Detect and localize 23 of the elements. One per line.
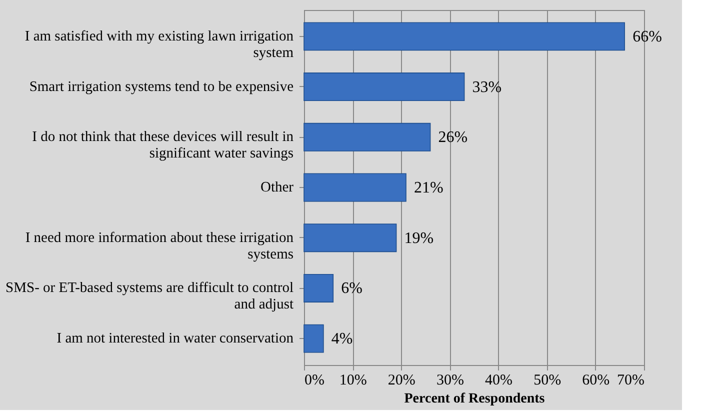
y-tick-label: I do not think that these devices will result in significant water savings: [32, 129, 294, 162]
data-label: 26%: [438, 129, 468, 146]
y-tick-label: I am not interested in water conservation: [56, 330, 294, 347]
data-label: 66%: [632, 28, 662, 46]
x-tick-label: 20%: [388, 372, 416, 388]
data-label: 6%: [341, 280, 362, 298]
y-tick-label: SMS- or ET-based systems are difficult to control and adjust: [6, 280, 294, 313]
data-label: 21%: [414, 180, 444, 196]
x-tick-label: 30%: [436, 372, 464, 388]
data-label: 33%: [472, 78, 502, 96]
x-tick-label: 50%: [534, 372, 562, 388]
y-tick-label: Other: [260, 180, 294, 196]
y-tick-label: I am satisfied with my existing lawn irrigation system: [24, 28, 294, 61]
y-tick-label: I need more information about these irrigation systems: [25, 230, 294, 262]
x-tick-label: 40%: [485, 372, 513, 388]
data-label: 4%: [331, 330, 353, 348]
y-tick-label: Smart irrigation systems tend to be expensive: [29, 78, 294, 95]
x-tick-label: 60%: [582, 372, 610, 388]
x-tick-label: 70%: [617, 372, 644, 388]
x-axis-title: Percent of Respondents: [404, 392, 546, 406]
x-tick-label: 0%: [304, 372, 324, 388]
data-label: 19%: [404, 230, 434, 247]
x-tick-label: 10%: [339, 372, 367, 388]
